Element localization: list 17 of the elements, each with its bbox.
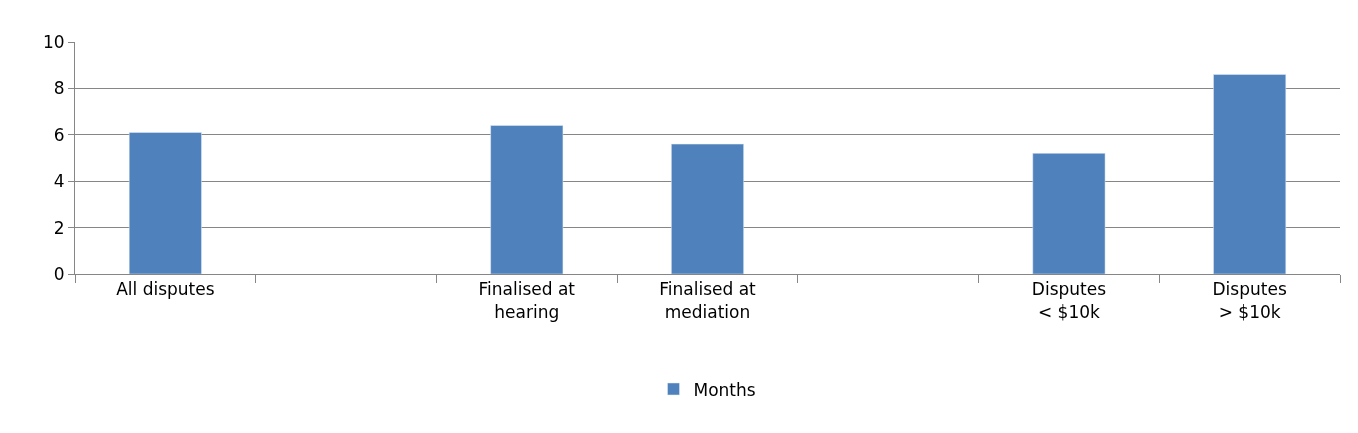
legend-label: Months (693, 379, 756, 400)
y-tick-label: 6 (53, 124, 65, 145)
y-tick-label: 2 (53, 217, 65, 238)
bar (671, 143, 744, 274)
y-tick-label: 0 (53, 263, 65, 284)
bar (1032, 153, 1106, 274)
x-tick-label: Finalised at mediation (659, 279, 757, 322)
x-tick-label: Disputes < $10k (1031, 279, 1107, 322)
bar (1213, 74, 1287, 274)
bar (490, 125, 564, 274)
x-tick-label: Finalised at hearing (478, 279, 576, 322)
y-tick-label: 8 (53, 78, 65, 99)
bar (128, 132, 202, 274)
y-tick-label: 10 (42, 31, 65, 52)
x-tick-label: Disputes > $10k (1212, 279, 1287, 322)
x-tick-label: All disputes (116, 279, 215, 300)
y-tick-label: 4 (53, 171, 65, 192)
